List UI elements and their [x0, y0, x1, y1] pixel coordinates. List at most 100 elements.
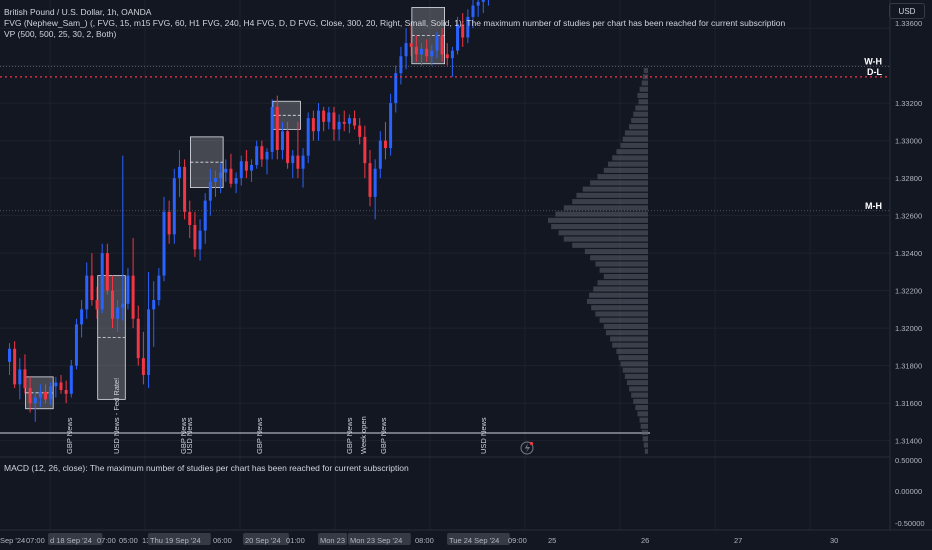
- candle-body: [306, 118, 310, 156]
- price-tick-label: 1.33200: [895, 99, 922, 108]
- candle-body: [286, 131, 290, 164]
- volume-profile-row: [641, 430, 648, 436]
- volume-profile-row: [612, 155, 648, 161]
- vp-indicator-legend[interactable]: VP (500, 500, 25, 30, 2, Both): [4, 29, 117, 39]
- volume-profile-row: [572, 199, 648, 205]
- candle-body: [188, 211, 192, 225]
- price-tick-label: 1.33000: [895, 137, 922, 146]
- candle-body: [177, 166, 181, 179]
- time-tick-label: 08:00: [415, 536, 434, 545]
- candle-body: [229, 168, 233, 184]
- price-tick-label: 1.31400: [895, 437, 922, 446]
- symbol-title[interactable]: British Pound / U.S. Dollar, 1h, OANDA: [4, 7, 152, 17]
- candle-body: [332, 112, 336, 130]
- candle-body: [198, 230, 202, 250]
- price-tick-label: 1.31800: [895, 362, 922, 371]
- candle-body: [38, 391, 42, 398]
- candle-body: [383, 140, 387, 149]
- fvg-zones: [25, 7, 446, 410]
- candle-body: [69, 365, 73, 394]
- news-event-label: Week open: [359, 416, 368, 454]
- candle-body: [296, 155, 300, 169]
- volume-profile-row: [643, 442, 648, 448]
- volume-profile-row: [629, 386, 648, 392]
- candle-body: [64, 390, 68, 394]
- news-event-label: USD News: [185, 417, 194, 454]
- candle-body: [116, 307, 120, 319]
- volume-profile-row: [633, 398, 648, 404]
- news-event-label: GBP News: [179, 417, 188, 454]
- candle-body: [90, 275, 94, 300]
- volume-profile-row: [641, 80, 648, 86]
- volume-profile-row: [639, 86, 648, 92]
- price-tick-label: 1.32200: [895, 287, 922, 296]
- volume-profile-row: [584, 249, 648, 255]
- volume-profile-row: [620, 361, 648, 367]
- candle-body: [80, 309, 84, 325]
- volume-profile-row: [631, 117, 648, 123]
- time-tick-label: 05:00: [119, 536, 138, 545]
- candle-body: [347, 118, 351, 124]
- candle-body: [260, 146, 264, 160]
- time-tick-label: 30: [830, 536, 838, 545]
- time-tick-label: Tue 24 Sep '24: [449, 536, 499, 545]
- volume-profile-row: [635, 105, 648, 111]
- candle-body: [456, 24, 460, 51]
- volume-profile-row: [624, 130, 648, 136]
- candle-body: [404, 43, 408, 57]
- price-tick-label: 1.33600: [895, 19, 922, 28]
- price-tick-label: 1.31600: [895, 399, 922, 408]
- volume-profile-row: [589, 292, 648, 298]
- price-axis[interactable]: 1.33200 1.33000 1.32800 1.32600 1.32400 1.322…: [889, 0, 932, 530]
- volume-profile-row: [616, 348, 648, 354]
- price-tick-label: 1.32000: [895, 324, 922, 333]
- candle-body: [327, 112, 331, 122]
- candle-body: [255, 146, 259, 165]
- news-event-label: GBP News: [65, 417, 74, 454]
- volume-profile-row: [593, 286, 648, 292]
- volume-profile-row: [633, 111, 648, 117]
- volume-profile-row: [599, 317, 648, 323]
- time-tick-label: 01:00: [286, 536, 305, 545]
- time-tick-label: d 18 Sep '24: [50, 536, 92, 545]
- candle-body: [337, 121, 341, 130]
- news-event-label: GBP News: [345, 417, 354, 454]
- volume-profile-row: [642, 436, 648, 442]
- volume-profile-row: [608, 161, 648, 167]
- volume-profile-row: [610, 336, 648, 342]
- lightning-icon[interactable]: [520, 441, 534, 455]
- candle-body: [183, 166, 187, 212]
- candle-body: [322, 110, 326, 122]
- currency-button[interactable]: USD: [889, 3, 925, 19]
- time-tick-label: 26: [641, 536, 649, 545]
- volume-profile-row: [582, 186, 648, 192]
- candle-body: [420, 48, 423, 55]
- volume-profile-row: [620, 142, 648, 148]
- candle-body: [49, 386, 53, 400]
- news-event-label: USD News: [479, 417, 488, 454]
- candle-body: [95, 300, 99, 310]
- candle-body: [368, 163, 372, 197]
- volume-profile-row: [548, 217, 648, 223]
- fvg-indicator-legend[interactable]: FVG (Nephew_Sam_) (, FVG, 15, m15 FVG, 6…: [4, 18, 786, 28]
- news-event-label: GBP News: [379, 417, 388, 454]
- time-tick-label: Mon 23 Sep '24: [350, 536, 402, 545]
- volume-profile-row: [629, 124, 648, 130]
- macd-indicator-legend[interactable]: MACD (12, 26, close): The maximum number…: [4, 463, 409, 473]
- candle-body: [275, 106, 279, 150]
- time-label-highlight: [148, 533, 211, 545]
- volume-profile-row: [558, 230, 648, 236]
- time-tick-label: 09:00: [508, 536, 527, 545]
- candle-body: [342, 121, 346, 124]
- candle-body: [100, 253, 104, 310]
- candle-body: [301, 155, 305, 169]
- candle-body: [157, 275, 161, 300]
- macd-axis[interactable]: 0.50000 0.00000 -0.50000: [895, 456, 925, 528]
- time-tick-label: Mon 23: [320, 536, 345, 545]
- volume-profile-row: [563, 236, 648, 242]
- time-tick-label: 07:00: [97, 536, 116, 545]
- candle-body: [239, 161, 243, 179]
- volume-profile-row: [590, 180, 648, 186]
